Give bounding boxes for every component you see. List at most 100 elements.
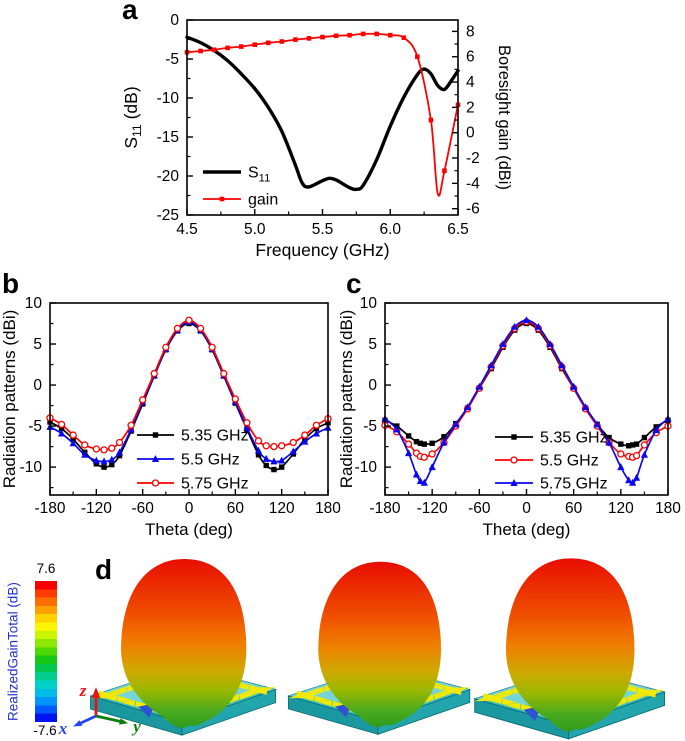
right-tick-label: 4 [466,74,475,91]
series-2-marker [57,420,66,429]
series-2-marker [617,463,625,471]
tspan: 5.75 GHz [540,476,608,493]
series-1-marker [374,31,379,37]
series-1-marker [301,437,309,445]
legend-marker [151,455,160,462]
legend-label: 5.75 GHz [540,476,608,493]
tspan: Radiation patterns (dBi) [0,310,19,489]
bowtie-patch [646,689,665,696]
series-0-marker [93,461,100,467]
series-0-marker [417,440,424,447]
series-0-marker [413,438,420,445]
series-2-marker [69,431,77,439]
x-tick-label: 120 [269,500,295,517]
tspan: 5.35 GHz [181,428,249,445]
bowtie-patch [314,695,332,702]
bowtie-patch [483,698,502,704]
series-2-marker [277,442,286,450]
series-2-marker [581,403,590,411]
y-tick-label: -15 [157,129,179,146]
bowtie-patch [315,700,333,707]
tspan: 5.5 GHz [181,452,240,469]
bowtie-patch [452,687,470,694]
left-axis-title: Radiation patterns (dBi) [340,310,356,489]
x-axis-arrow [80,714,97,725]
legend-label: 5.35 GHz [181,428,249,445]
tspan: (dB) [121,86,141,124]
y-tick-label: -5 [363,418,377,435]
series-1-marker [108,455,116,463]
colorbar-max-value: 7.6 [36,561,56,576]
x-axis-label: x [58,719,68,738]
colorbar-min-value: -7.6 [33,723,57,738]
series-0-marker [441,434,447,440]
series-2-marker [312,421,321,429]
series-1-marker [57,429,66,437]
x-tick-label: 60 [227,500,245,517]
series-2-marker [511,322,519,330]
series-0-marker [278,464,285,470]
series-0-marker [116,452,123,459]
series-2-marker [173,324,182,333]
x-tick-label: 6.0 [379,221,401,238]
series-1-marker [617,450,625,458]
series-2-marker [262,442,270,450]
series-1-marker [640,441,649,449]
bowtie-patch [239,687,258,694]
series-1-marker [279,39,285,44]
substrate-side-right [568,691,665,740]
series-2-marker [452,420,460,428]
series-2-marker [625,476,633,484]
panel-label-c: c [346,268,362,299]
3d-radiation-pattern-3 [473,558,667,740]
y-tick-label: 0 [368,377,377,394]
series-1-marker [428,450,436,458]
series-0-marker [405,433,412,439]
bowtie-patch [493,689,513,695]
series-0-marker [101,464,107,470]
series-2-marker [115,438,124,447]
right-tick-label: 2 [466,99,475,116]
series-2-marker [208,343,216,351]
right-axis-title: Boresight gain (dBi) [495,45,513,190]
x-tick-label: -120 [417,500,448,517]
series-2-marker [196,324,205,333]
bowtie-patch [627,690,647,697]
series-2-marker [652,426,660,434]
series-1-marker [266,40,271,46]
series-2-marker [487,361,495,369]
bowtie-patch [296,690,314,697]
bowtie-patch [98,690,117,697]
series-0-marker [625,443,632,449]
right-tick-label: -2 [466,150,480,167]
series-2-marker [522,316,531,324]
series-2-marker [463,403,472,411]
legend-label: S11 [248,165,270,185]
right-tick-label: 8 [466,23,475,40]
x-tick-label: 6.5 [447,221,469,238]
series-1-marker [254,446,263,454]
series-1-marker [293,37,298,42]
y-tick-label: 10 [360,295,378,312]
x-axis-title: Frequency (GHz) [255,240,389,260]
legend-marker [152,432,159,438]
series-1-marker [270,457,278,465]
series-1-marker [401,35,407,41]
substrate-side-right [181,688,277,736]
tspan: S [248,165,259,182]
series-2-marker [412,470,421,478]
series-1-marker [198,48,203,54]
tspan: Radiation patterns (dBi) [340,310,356,489]
tspan: Frequency (GHz) [255,240,389,260]
series-2-marker [605,438,613,446]
bowtie-patch [297,695,315,702]
bowtie-patch [434,687,453,694]
series-1-marker [243,423,251,431]
bowtie-patch [257,687,276,694]
series-1-marker [387,32,393,38]
legend-marker [511,434,517,440]
bowtie-patch [239,693,258,700]
series-2-marker [546,340,554,348]
right-tick-label: -4 [466,175,480,192]
